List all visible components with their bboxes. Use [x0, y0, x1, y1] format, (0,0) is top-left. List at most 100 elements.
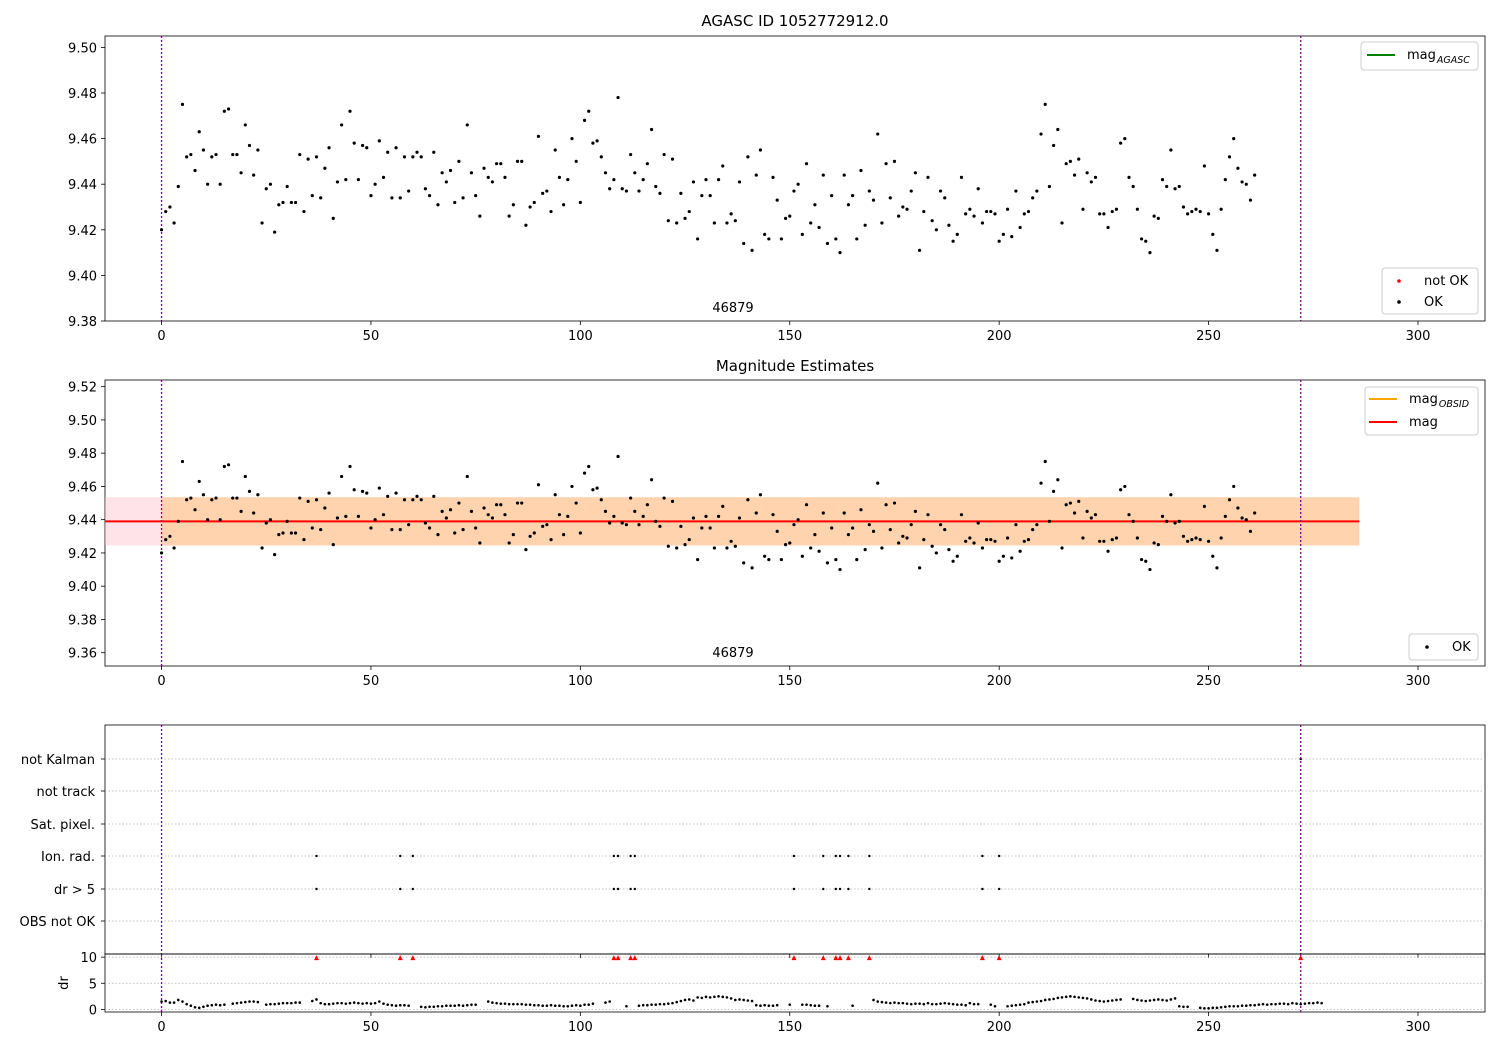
ok-point — [235, 496, 239, 500]
ok-point — [926, 175, 930, 179]
dr-point — [1265, 1003, 1269, 1006]
dr-point — [721, 995, 725, 999]
flag-point — [981, 854, 984, 858]
ok-point — [536, 134, 541, 138]
ok-point — [1031, 196, 1035, 200]
clipped-dr-marker — [996, 955, 1002, 961]
dr-point — [943, 1001, 947, 1005]
dr-point — [717, 995, 720, 998]
ok-point — [1240, 180, 1244, 184]
ok-point — [968, 536, 972, 540]
dr-point — [386, 1003, 390, 1006]
dr-point — [1198, 1006, 1202, 1010]
ok-point — [871, 198, 876, 202]
dr-point — [667, 1002, 670, 1005]
dr-point — [926, 1001, 930, 1005]
dr-point — [503, 1002, 507, 1005]
ok-point — [260, 546, 264, 550]
dr-point — [244, 1000, 247, 1004]
ok-point — [239, 509, 243, 513]
ok-point — [344, 178, 348, 182]
ok-point — [729, 212, 733, 216]
ok-point — [469, 509, 474, 513]
ok-point — [1077, 499, 1081, 503]
dr-point — [692, 999, 695, 1002]
y-tick-label: 9.46 — [68, 133, 97, 148]
ok-point — [499, 503, 503, 507]
dr-point — [1219, 1005, 1223, 1009]
ok-point — [407, 189, 411, 193]
x-tick-label: 250 — [1196, 674, 1221, 689]
dr-point — [1077, 996, 1081, 999]
dr-point — [1278, 1002, 1282, 1005]
dr-point — [1211, 1006, 1215, 1010]
ok-point — [218, 518, 222, 522]
dr-point — [708, 996, 712, 999]
dr-point — [231, 1002, 235, 1005]
ok-point — [566, 514, 570, 518]
x-tick-label: 300 — [1406, 1020, 1431, 1035]
ok-point — [641, 514, 645, 518]
ok-point — [285, 184, 289, 189]
ok-point — [574, 501, 578, 505]
ok-point — [348, 464, 352, 469]
ok-point — [1123, 484, 1127, 489]
x-tick-label: 250 — [1196, 1020, 1221, 1035]
x-tick-label: 50 — [363, 1020, 380, 1035]
dr-point — [520, 1002, 524, 1006]
flag-point — [411, 887, 415, 891]
dr-point — [1052, 997, 1055, 1001]
ok-point — [273, 552, 277, 557]
y-tick-label: 9.38 — [68, 613, 97, 628]
legend-subscript: AGASC — [1436, 55, 1470, 66]
ok-point — [1056, 127, 1060, 132]
ok-point — [712, 221, 716, 225]
dr-point — [955, 1003, 959, 1006]
ok-point — [335, 180, 340, 184]
dr-point — [1286, 1002, 1290, 1006]
ok-point — [277, 533, 281, 537]
ok-point — [373, 182, 377, 186]
dr-point — [809, 1003, 813, 1007]
ok-point — [193, 168, 197, 173]
ok-point — [252, 511, 256, 515]
ok-point — [587, 464, 591, 469]
ok-point — [637, 189, 641, 193]
ok-point — [423, 187, 427, 191]
ok-point — [993, 539, 997, 543]
dr-point — [801, 1003, 804, 1006]
ok-point — [566, 178, 570, 182]
ok-point — [679, 524, 683, 528]
figure-title: AGASC ID 1052772912.0 — [701, 12, 888, 30]
ok-point — [842, 511, 846, 515]
dr-point — [512, 1002, 515, 1006]
dr-point — [1023, 1002, 1026, 1006]
dr-point — [570, 1004, 574, 1008]
ok-point — [486, 513, 490, 517]
dr-point — [1006, 1004, 1009, 1008]
ok-point — [867, 189, 871, 193]
x-tick-label: 250 — [1196, 329, 1221, 344]
dr-point — [1060, 996, 1064, 999]
x-tick-label: 100 — [568, 674, 593, 689]
ok-point — [809, 221, 813, 225]
ok-point — [817, 225, 821, 230]
dr-point — [499, 1002, 503, 1005]
ok-point — [1047, 184, 1052, 189]
dr-point — [407, 1004, 410, 1008]
ok-point — [830, 526, 834, 530]
ok-point — [666, 219, 670, 223]
ok-point — [486, 175, 490, 179]
dr-point — [729, 997, 733, 1000]
ok-point — [243, 474, 247, 479]
dr-point — [687, 998, 691, 1001]
ok-point — [360, 489, 365, 494]
dr-point — [1257, 1003, 1261, 1006]
ok-point — [888, 528, 892, 532]
y-tick-label: 9.42 — [68, 224, 97, 239]
ok-point — [264, 187, 268, 191]
ok-point — [1215, 566, 1219, 570]
dr-point — [277, 1002, 281, 1005]
ok-point — [285, 519, 289, 523]
ok-point — [398, 528, 402, 532]
